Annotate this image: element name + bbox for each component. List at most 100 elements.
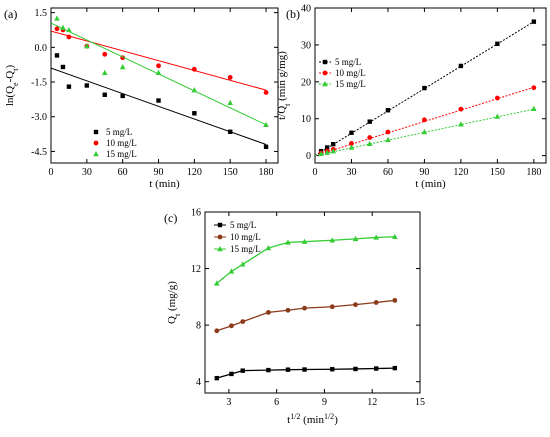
data-point bbox=[392, 233, 398, 239]
data-point bbox=[84, 83, 90, 88]
data-point bbox=[349, 141, 354, 146]
data-point bbox=[331, 141, 336, 147]
data-point bbox=[229, 371, 234, 377]
data-point bbox=[422, 117, 427, 123]
data-layer bbox=[51, 15, 269, 150]
y-tick-label: 20 bbox=[301, 77, 311, 88]
data-point bbox=[285, 239, 291, 245]
data-point bbox=[102, 51, 108, 57]
x-axis-label: t (min) bbox=[415, 178, 446, 190]
data-point bbox=[66, 34, 72, 40]
data-point bbox=[214, 375, 219, 381]
legend-marker bbox=[93, 140, 99, 146]
data-point bbox=[318, 150, 324, 156]
legend-label: 15 mg/L bbox=[106, 149, 137, 159]
data-point bbox=[458, 121, 464, 127]
x-tick-label: 30 bbox=[346, 167, 356, 178]
data-point bbox=[324, 149, 330, 155]
legend-marker bbox=[93, 151, 99, 157]
data-point bbox=[191, 66, 197, 72]
x-axis-label: t1/2 (min1/2) bbox=[287, 412, 338, 427]
data-point bbox=[385, 136, 391, 142]
legend-label: 15 mg/L bbox=[230, 244, 261, 254]
y-tick-label: 0.0 bbox=[35, 43, 48, 54]
data-point bbox=[101, 69, 108, 75]
data-point bbox=[353, 366, 358, 372]
plot-frame bbox=[314, 7, 547, 164]
data-point bbox=[66, 84, 72, 89]
legend-marker bbox=[322, 59, 328, 65]
data-point bbox=[119, 63, 126, 70]
legend-marker bbox=[217, 246, 223, 252]
data-point bbox=[156, 63, 161, 69]
y-tick-label: 30 bbox=[301, 40, 311, 51]
data-point bbox=[531, 85, 537, 91]
series-1 bbox=[51, 26, 269, 95]
series-2 bbox=[213, 233, 398, 286]
legend: 5 mg/L10 mg/L15 mg/L bbox=[319, 57, 366, 89]
data-point bbox=[374, 366, 379, 371]
data-point bbox=[367, 119, 372, 124]
y-tick-label: -1.5 bbox=[31, 78, 47, 89]
data-point bbox=[494, 95, 500, 101]
data-point bbox=[349, 130, 354, 135]
data-point bbox=[265, 309, 271, 315]
series-2 bbox=[51, 15, 269, 128]
y-tick-label: 10 bbox=[301, 114, 311, 125]
data-point bbox=[422, 85, 427, 91]
data-point bbox=[301, 238, 308, 244]
series-1 bbox=[315, 85, 537, 157]
x-axis-label: t (min) bbox=[149, 178, 180, 190]
data-point bbox=[329, 237, 336, 243]
x-tick-label: 30 bbox=[82, 167, 92, 178]
data-point bbox=[392, 365, 398, 371]
panel-2: (c) 3 6 9 12 15 4 8 12 16 t1/2 (min1/2) Qt (mg/g) 5 … bbox=[164, 208, 425, 427]
x-tick-label: 150 bbox=[223, 167, 238, 178]
data-point bbox=[385, 108, 391, 113]
data-point bbox=[421, 129, 428, 135]
x-tick-label: 180 bbox=[526, 167, 541, 178]
data-point bbox=[494, 113, 501, 119]
x-tick-label: 120 bbox=[453, 167, 468, 178]
y-axis-label: Qt (mg/g) bbox=[166, 281, 182, 324]
legend-marker bbox=[322, 81, 328, 87]
data-point bbox=[54, 15, 60, 21]
data-point bbox=[263, 121, 269, 128]
data-point bbox=[324, 145, 330, 150]
data-point bbox=[213, 280, 220, 286]
data-point bbox=[102, 92, 107, 97]
data-point bbox=[192, 111, 197, 116]
data-point bbox=[458, 63, 464, 69]
data-point bbox=[302, 367, 307, 372]
data-point bbox=[352, 235, 359, 242]
y-tick-label: 1.5 bbox=[35, 8, 48, 19]
series-line bbox=[216, 299, 395, 332]
legend: 5 mg/L10 mg/L15 mg/L bbox=[93, 127, 137, 159]
x-tick-label: 0 bbox=[49, 167, 54, 178]
legend-label: 10 mg/L bbox=[230, 232, 261, 242]
data-point bbox=[458, 106, 464, 112]
data-point bbox=[285, 307, 291, 313]
data-point bbox=[155, 69, 162, 75]
data-point bbox=[156, 98, 161, 103]
data-point bbox=[373, 234, 380, 240]
legend-label: 5 mg/L bbox=[230, 220, 256, 230]
data-point bbox=[392, 297, 398, 303]
data-point bbox=[385, 129, 391, 135]
plot-frame bbox=[50, 7, 279, 164]
data-point bbox=[330, 148, 337, 154]
legend-label: 10 mg/L bbox=[335, 68, 366, 78]
data-point bbox=[330, 367, 335, 372]
x-tick-label: 60 bbox=[383, 167, 393, 178]
data-point bbox=[66, 26, 72, 33]
data-layer bbox=[213, 233, 398, 381]
y-tick-label: -4.5 bbox=[31, 147, 47, 158]
series-2 bbox=[315, 105, 537, 157]
data-point bbox=[329, 304, 335, 310]
legend-label: 10 mg/L bbox=[106, 138, 137, 148]
x-tick-label: 90 bbox=[154, 167, 164, 178]
x-tick-label: 6 bbox=[274, 397, 279, 408]
data-point bbox=[263, 144, 269, 150]
y-tick-label: 40 bbox=[301, 4, 311, 15]
y-tick-label: 16 bbox=[191, 208, 201, 219]
